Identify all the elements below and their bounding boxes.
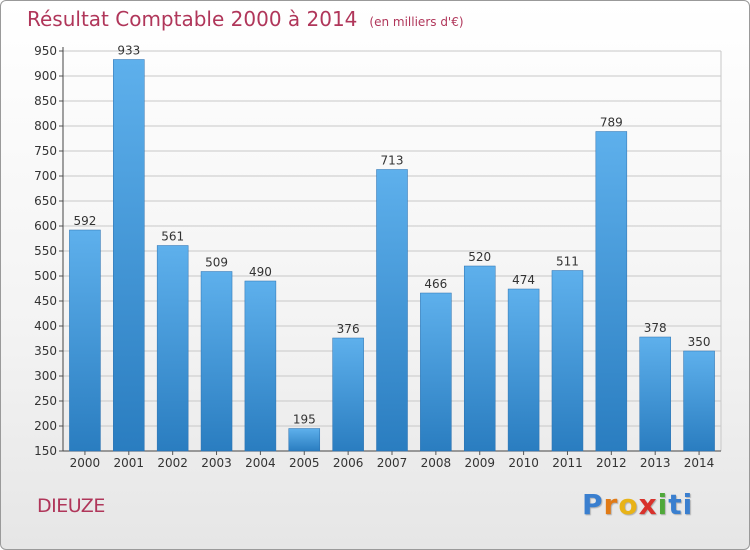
bar: [420, 292, 452, 452]
y-tick-label: 500: [34, 269, 57, 283]
x-tick-label: 2009: [464, 456, 495, 470]
y-tick-label: 650: [34, 194, 57, 208]
x-tick-label: 2000: [70, 456, 101, 470]
bar: [113, 59, 145, 452]
bar: [463, 265, 496, 452]
y-tick-label: 350: [34, 344, 57, 358]
x-tick-label: 2012: [596, 456, 627, 470]
location-name: DIEUZE: [37, 495, 105, 517]
data-label: 195: [293, 413, 316, 427]
chart-subtitle: (en milliers d'€): [369, 15, 464, 29]
data-label: 376: [337, 322, 360, 336]
bar: [244, 280, 277, 452]
y-tick-label: 250: [34, 394, 57, 408]
y-tick-label: 300: [34, 369, 57, 383]
logo-letter: o: [618, 488, 639, 521]
x-tick-label: 2004: [245, 456, 276, 470]
data-label: 520: [468, 250, 491, 264]
bar: [156, 245, 189, 452]
data-label: 350: [688, 335, 711, 349]
bar: [551, 270, 584, 452]
data-label: 474: [512, 273, 535, 287]
bar: [507, 288, 540, 452]
data-label: 466: [424, 277, 447, 291]
logo-letter: r: [603, 488, 619, 521]
x-tick-label: 2011: [552, 456, 583, 470]
logo-letter: ti: [668, 488, 694, 521]
x-tick-label: 2003: [201, 456, 232, 470]
chart-title: Résultat Comptable 2000 à 2014: [27, 7, 358, 31]
proxiti-logo[interactable]: Proxiti: [582, 488, 693, 521]
x-tick-label: 2008: [421, 456, 452, 470]
y-tick-label: 450: [34, 294, 57, 308]
x-tick-label: 2001: [114, 456, 145, 470]
y-tick-label: 150: [34, 444, 57, 458]
data-label: 561: [161, 230, 184, 244]
x-tick-label: 2006: [333, 456, 364, 470]
y-tick-label: 550: [34, 244, 57, 258]
bar: [639, 336, 671, 452]
x-tick-label: 2010: [508, 456, 539, 470]
bar: [332, 337, 364, 452]
y-tick-label: 750: [34, 144, 57, 158]
data-label: 490: [249, 265, 272, 279]
bar: [683, 350, 715, 452]
data-label: 789: [600, 116, 623, 130]
bar: [69, 229, 101, 452]
bar: [595, 131, 628, 452]
bar: [200, 271, 233, 452]
logo-letter: P: [582, 488, 604, 521]
data-label: 592: [73, 214, 96, 228]
y-tick-label: 800: [34, 119, 57, 133]
y-tick-label: 950: [34, 44, 57, 58]
x-tick-label: 2005: [289, 456, 320, 470]
logo-letter: x: [638, 488, 658, 521]
data-label: 509: [205, 256, 228, 270]
bars: [69, 59, 715, 452]
x-tick-label: 2007: [377, 456, 408, 470]
y-tick-label: 700: [34, 169, 57, 183]
y-tick-label: 900: [34, 69, 57, 83]
logo-letter: i: [657, 488, 669, 521]
x-tick-label: 2014: [684, 456, 715, 470]
x-tick-label: 2013: [640, 456, 671, 470]
labels: 150 200 250 300 350 400 450 500 550 600 650 700 750 8…: [34, 44, 714, 471]
bar: [376, 169, 408, 452]
data-label: 378: [644, 321, 667, 335]
y-tick-label: 850: [34, 94, 57, 108]
data-label: 713: [381, 154, 404, 168]
data-label: 511: [556, 255, 579, 269]
bar: [288, 428, 321, 452]
y-tick-label: 600: [34, 219, 57, 233]
x-tick-label: 2002: [157, 456, 188, 470]
title-row: Résultat Comptable 2000 à 2014 (en milli…: [27, 7, 464, 35]
data-label: 933: [117, 44, 140, 58]
y-tick-label: 200: [34, 419, 57, 433]
y-tick-label: 400: [34, 319, 57, 333]
